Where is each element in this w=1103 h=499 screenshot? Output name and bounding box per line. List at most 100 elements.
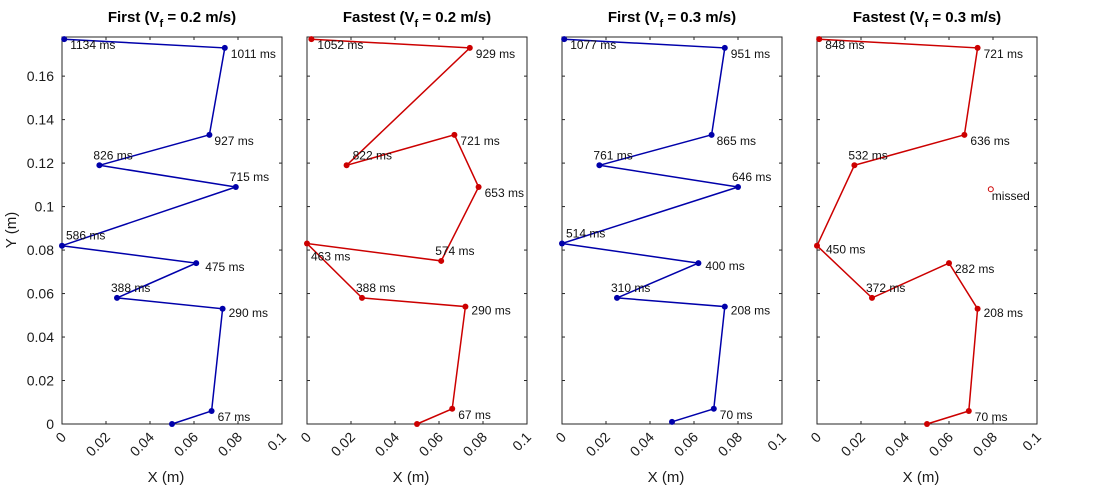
point-label: 208 ms [984, 306, 1023, 320]
y-tick-label: 0.08 [27, 242, 54, 258]
panel-title-suffix: = 0.3 m/s) [928, 9, 1001, 26]
trajectory-point [721, 303, 728, 310]
trajectory-point [462, 303, 469, 310]
point-label: 715 ms [230, 170, 269, 184]
trajectory-point [559, 240, 565, 247]
point-label: 1011 ms [231, 47, 276, 61]
trajectory-point [721, 44, 728, 51]
panel-title-prefix: Fastest (V [343, 9, 415, 26]
trajectory-point [308, 36, 315, 43]
panel-title-subscript: f [160, 18, 164, 30]
trajectory-point [466, 44, 473, 51]
trajectory-point [851, 162, 858, 169]
point-label: 1052 ms [317, 38, 363, 52]
y-tick-label: 0.04 [27, 329, 54, 345]
trajectory-point [710, 405, 717, 412]
point-label: 67 ms [218, 410, 251, 424]
trajectory-point [232, 184, 239, 191]
trajectory-point [193, 260, 200, 267]
trajectory-point [965, 407, 972, 414]
x-axis-label: X (m) [648, 469, 685, 486]
point-label: 514 ms [566, 227, 605, 241]
point-label: 848 ms [825, 38, 864, 52]
trajectory-point [669, 418, 675, 425]
y-tick-label: 0 [46, 416, 54, 432]
y-tick-label: 0.1 [35, 199, 55, 215]
trajectory-point [114, 294, 120, 301]
panel-title-prefix: Fastest (V [853, 9, 925, 26]
y-tick-label: 0.14 [27, 112, 54, 128]
trajectory-point [414, 421, 420, 427]
panel-title-prefix: First (V [608, 9, 660, 26]
trajectory-point [359, 294, 365, 301]
point-label: 929 ms [476, 47, 515, 61]
trajectory-point [451, 131, 458, 138]
panel-title-subscript: f [415, 18, 419, 30]
point-label: 290 ms [229, 306, 268, 320]
x-axis-label: X (m) [393, 469, 430, 486]
trajectory-point [974, 44, 981, 51]
point-label: 532 ms [848, 148, 887, 162]
point-label: 574 ms [435, 244, 474, 258]
point-label: 721 ms [984, 47, 1023, 61]
trajectory-point [814, 242, 820, 249]
point-label: 1134 ms [70, 38, 115, 52]
trajectory-point [304, 240, 310, 247]
point-label: 208 ms [731, 304, 770, 318]
trajectory-point [61, 36, 68, 43]
y-tick-label: 0.06 [27, 286, 54, 302]
point-label: 400 ms [705, 259, 744, 273]
x-axis-label: X (m) [903, 469, 940, 486]
trajectory-point [343, 162, 350, 169]
trajectory-point [974, 305, 981, 312]
x-axis-label: X (m) [148, 469, 185, 486]
trajectory-point [221, 44, 228, 51]
trajectory-point [614, 294, 620, 301]
trajectory-point [169, 421, 175, 427]
trajectory-point [96, 162, 103, 169]
panel-title: Fastest (Vf = 0.3 m/s) [853, 9, 1001, 30]
trajectory-point [708, 131, 715, 138]
trajectory-point [869, 294, 875, 301]
trajectory-line [816, 38, 979, 425]
point-label: 475 ms [205, 260, 244, 274]
panel-title: First (Vf = 0.2 m/s) [108, 9, 236, 30]
trajectory-point [946, 260, 952, 267]
missed-label: missed [992, 189, 1030, 203]
point-label: 636 ms [970, 134, 1009, 148]
y-axis-label: Y (m) [3, 212, 20, 248]
point-label: 310 ms [611, 281, 650, 295]
panel-title-suffix: = 0.2 m/s) [163, 9, 236, 26]
trajectory-point [695, 260, 702, 267]
point-label: 450 ms [826, 243, 865, 257]
point-label: 927 ms [214, 134, 253, 148]
point-label: 822 ms [353, 148, 392, 162]
trajectory-point [961, 131, 968, 138]
panel-title-subscript: f [660, 18, 664, 30]
trajectory-point [924, 421, 930, 427]
point-label: 372 ms [866, 281, 905, 295]
point-label: 388 ms [356, 281, 395, 295]
panel-title: First (Vf = 0.3 m/s) [608, 9, 736, 30]
point-label: 865 ms [717, 134, 756, 148]
trajectory-point [449, 405, 456, 412]
panels: First (Vf = 0.2 m/s)00.020.040.060.080.1… [27, 9, 1045, 486]
trajectory-point [475, 184, 482, 191]
point-label: 70 ms [975, 410, 1008, 424]
point-label: 1077 ms [570, 38, 616, 52]
trajectory-point [208, 407, 215, 414]
point-label: 721 ms [460, 134, 499, 148]
trajectory-point [219, 305, 226, 312]
trajectory-point [816, 36, 823, 43]
trajectory-point [596, 162, 603, 169]
missed-point [987, 186, 994, 193]
point-label: 761 ms [593, 148, 632, 162]
trajectory-point [735, 184, 741, 191]
point-label: 290 ms [471, 304, 510, 318]
panel-title: Fastest (Vf = 0.2 m/s) [343, 9, 491, 30]
trajectory-point [438, 257, 445, 264]
panel-title-prefix: First (V [108, 9, 160, 26]
point-label: 463 ms [311, 250, 350, 264]
panel-3: First (Vf = 0.3 m/s)0 0.02 0.04 0.06 0.08 0.1… [552, 9, 789, 486]
